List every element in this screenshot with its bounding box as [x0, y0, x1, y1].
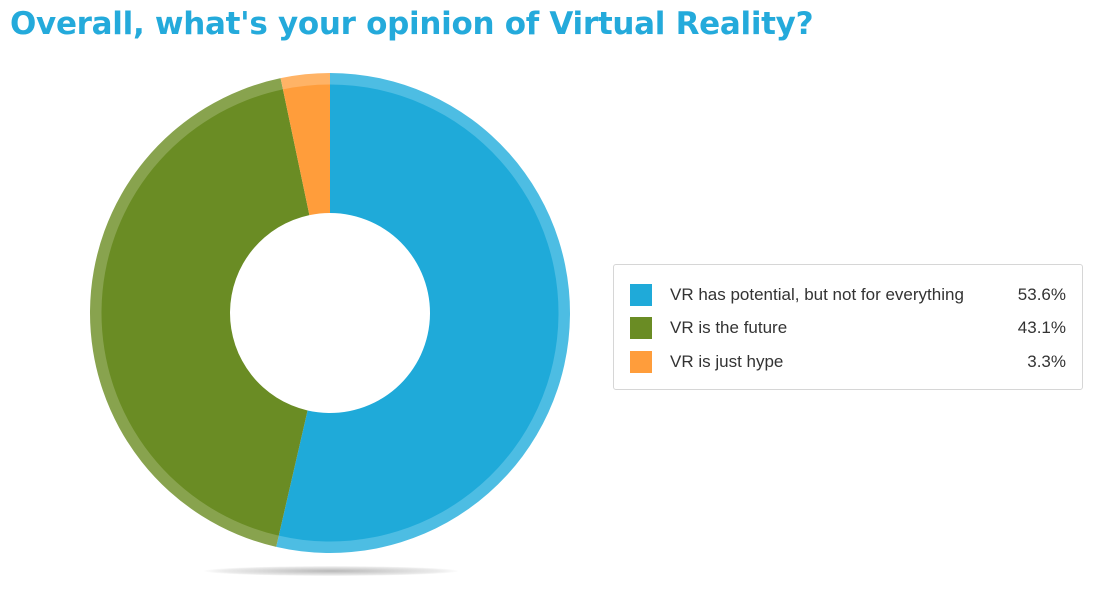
chart-title: Overall, what's your opinion of Virtual …: [10, 6, 814, 42]
legend-item-future: VR is the future 43.1%: [630, 316, 1066, 340]
slice-potential: [278, 84, 559, 542]
legend-value: 3.3%: [1027, 352, 1066, 371]
legend-swatch: [630, 351, 652, 373]
legend-label: VR is just hype: [670, 352, 784, 371]
legend-value: 53.6%: [1017, 285, 1066, 304]
slice-future: [101, 89, 310, 536]
slice-hype: [282, 84, 330, 216]
legend-item-hype: VR is just hype 3.3%: [630, 350, 1066, 374]
legend-value: 43.1%: [1017, 318, 1066, 337]
donut-chart: [89, 73, 570, 553]
legend-swatch: [630, 317, 652, 339]
chart-shadow: [204, 566, 458, 576]
legend: VR has potential, but not for everything…: [613, 264, 1083, 390]
legend-swatch: [630, 284, 652, 306]
legend-label: VR has potential, but not for everything: [670, 285, 964, 304]
slice-hype-rim: [280, 73, 330, 90]
legend-label: VR is the future: [670, 318, 788, 337]
legend-item-potential: VR has potential, but not for everything…: [630, 283, 1066, 307]
